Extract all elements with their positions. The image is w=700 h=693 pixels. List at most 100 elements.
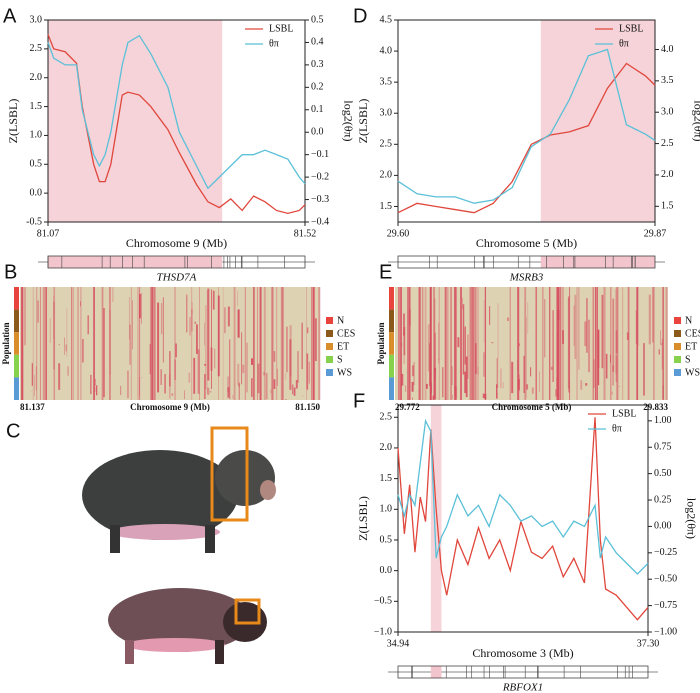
genotype-stripe [206,290,208,394]
y-tick-label: 3.5 [380,76,393,87]
genotype-stripe [286,326,288,373]
y2-tick-label: 1.5 [661,201,674,212]
y2-tick-label: 0.00 [654,521,672,532]
genotype-stripe [238,383,240,388]
population-strip [14,309,19,333]
genotype-stripe [451,366,453,386]
plot-frame [397,19,656,223]
y2-tick-label: 4.0 [661,44,674,55]
genotype-stripe [263,371,265,376]
legend-label: CES [337,328,355,339]
genotype-stripe [139,287,141,400]
panel-letter: E [379,261,392,283]
genotype-stripe [237,363,240,385]
pig-head [215,450,275,506]
genotype-stripe [109,287,111,400]
genotype-stripe [227,387,230,398]
genotype-stripe [293,387,296,396]
y-tick-label: 0.5 [380,534,393,545]
population-strip [14,354,19,378]
genotype-stripe [474,287,476,400]
genotype-texture [398,287,668,400]
legend-label: ET [685,341,697,352]
genotype-stripe [273,351,276,362]
legend-swatch [326,330,333,337]
genotype-stripe [233,287,236,400]
genotype-stripe [544,299,546,358]
x-tick-label: 81.07 [37,228,60,239]
genotype-stripe [72,287,75,400]
genotype-stripe [314,287,315,400]
legend-swatch [674,369,681,376]
y-tick-label: 2.0 [380,170,393,181]
genotype-stripe [530,367,532,377]
y2-tick-label: 0.25 [654,494,672,505]
genotype-stripe [194,321,197,324]
genotype-stripe [93,287,95,400]
genotype-stripe [523,355,525,394]
genotype-stripe [542,287,544,400]
genotype-stripe [162,297,164,363]
genotype-texture [20,287,321,400]
genotype-stripe [517,287,518,400]
genotype-stripe [442,367,444,398]
legend-label: S [685,354,691,365]
y2-tick-label: −0.75 [654,600,677,611]
genotype-stripe [150,287,152,400]
genotype-stripe [610,354,611,363]
highlight-region [48,20,223,222]
genotype-stripe [597,330,600,386]
y-axis-title: Z(LSBL) [356,99,370,144]
genotype-stripe [53,287,56,400]
genotype-stripe [557,287,559,400]
genotype-stripe [112,287,114,303]
legend-label: WS [685,367,700,378]
gene-highlight [540,256,655,268]
genotype-stripe [212,290,215,310]
genotype-stripe [175,343,177,358]
genotype-stripe [483,352,485,377]
genotype-stripe [464,371,467,394]
y-tick-label: 2.5 [30,43,43,54]
y2-tick-label: 0.1 [311,104,324,115]
genotype-stripe [452,394,453,400]
genotype-stripe [139,377,140,396]
y2-tick-label: 0.50 [654,468,672,479]
x-axis-title: Chromosome 5 (Mb) [476,236,577,250]
genotype-stripe [191,287,193,400]
genotype-stripe [531,387,534,394]
genotype-stripe [65,344,67,352]
genotype-stripe [150,287,153,400]
gene-body [397,665,649,679]
genotype-stripe [24,287,26,346]
y2-tick-label: −0.2 [311,171,329,182]
genotype-stripe [189,317,191,336]
genotype-stripe [552,310,554,383]
genotype-stripe [276,287,278,400]
genotype-stripe [450,287,452,400]
gene-body [397,255,656,269]
genotype-stripe [413,362,415,386]
legend-label: LSBL [269,23,293,34]
genotype-stripe [653,287,655,400]
genotype-stripe [401,342,403,347]
legend-label: LSBL [612,408,636,419]
series-line [47,34,306,190]
genotype-stripe [53,301,56,370]
y2-tick-label: 3.0 [661,107,674,118]
genotype-stripe [569,287,571,400]
genotype-stripe [576,287,578,400]
genotype-stripe [428,343,430,387]
genotype-stripe [64,337,65,355]
y-tick-label: 2.5 [380,139,393,150]
genotype-stripe [596,287,598,400]
genotype-stripe [539,371,541,392]
genotype-stripe [489,306,491,325]
genotype-stripe [90,374,92,395]
genotype-stripe [35,366,38,391]
genotype-stripe [562,287,564,400]
genotype-stripe [473,287,475,400]
genotype-stripe [469,287,471,400]
gene-highlight [430,666,442,678]
y2-tick-label: 0.0 [311,127,324,138]
